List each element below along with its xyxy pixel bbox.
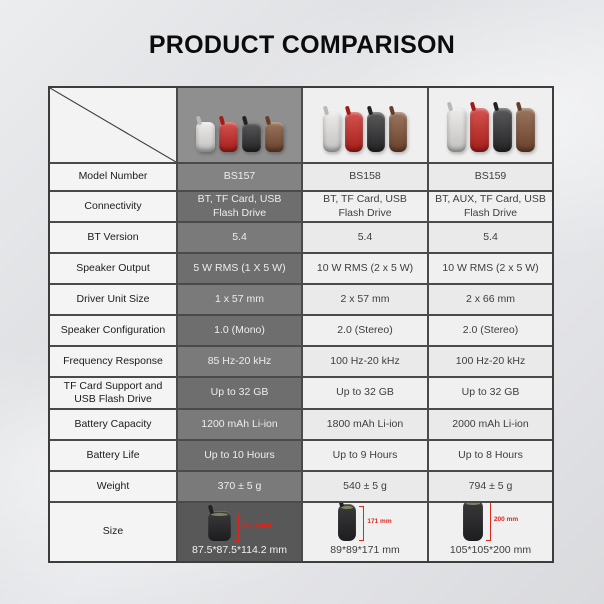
tf-card-support-bs159: Up to 32 GB bbox=[429, 378, 552, 408]
speaker-output-bs157: 5 W RMS (1 X 5 W) bbox=[178, 254, 301, 283]
speaker-icon bbox=[515, 101, 535, 152]
driver-unit-size-bs157: 1 x 57 mm bbox=[178, 285, 301, 314]
battery-life-bs159: Up to 8 Hours bbox=[429, 441, 552, 470]
speaker-icon bbox=[241, 115, 261, 152]
weight-bs157: 370 ± 5 g bbox=[178, 472, 301, 501]
height-annotation-bs159: 200 mm bbox=[493, 515, 519, 523]
row-label-battery-life: Battery Life bbox=[50, 441, 176, 470]
speaker-icon bbox=[322, 105, 341, 152]
speaker-group-bs158 bbox=[309, 89, 421, 161]
bt-version-bs159: 5.4 bbox=[429, 223, 552, 252]
speaker-strap-icon bbox=[492, 101, 499, 112]
speaker-configuration-bs158: 2.0 (Stereo) bbox=[303, 316, 427, 345]
speaker-icon bbox=[446, 101, 466, 152]
speaker-icon bbox=[344, 105, 363, 152]
size-bs158: 171 mm 89*89*171 mm bbox=[303, 503, 427, 561]
speaker-icon bbox=[469, 101, 489, 152]
height-bracket-icon bbox=[233, 512, 239, 541]
product-image-bs158 bbox=[303, 88, 427, 162]
speaker-strap-icon bbox=[207, 504, 215, 515]
speaker-icon bbox=[218, 115, 238, 152]
tf-card-support-bs157: Up to 32 GB bbox=[178, 378, 301, 408]
battery-capacity-bs158: 1800 mAh Li-ion bbox=[303, 410, 427, 439]
page-title: PRODUCT COMPARISON bbox=[148, 31, 456, 59]
speaker-strap-icon bbox=[366, 105, 374, 116]
model-number-bs158: BS158 bbox=[303, 164, 427, 190]
speaker-group-bs157 bbox=[184, 89, 295, 161]
driver-unit-size-bs159: 2 x 66 mm bbox=[429, 285, 552, 314]
product-image-bs157 bbox=[178, 88, 301, 162]
speaker-strap-icon bbox=[195, 115, 202, 126]
speaker-icon bbox=[366, 105, 385, 152]
row-label-connectivity: Connectivity bbox=[50, 192, 176, 221]
driver-unit-size-bs158: 2 x 57 mm bbox=[303, 285, 427, 314]
battery-capacity-bs159: 2000 mAh Li-ion bbox=[429, 410, 552, 439]
height-bracket-icon bbox=[485, 503, 491, 541]
frequency-response-bs159: 100 Hz-20 kHz bbox=[429, 347, 552, 376]
model-number-bs157: BS157 bbox=[178, 164, 301, 190]
comparison-table: Model Number BS157 BS158 BS159 Connectiv… bbox=[48, 86, 554, 563]
speaker-strap-icon bbox=[241, 115, 248, 126]
diagonal-line bbox=[50, 88, 176, 162]
size-bs159: 200 mm 105*105*200 mm bbox=[429, 503, 552, 561]
height-annotation-bs158: 171 mm bbox=[367, 517, 392, 525]
product-image-bs159 bbox=[429, 88, 552, 162]
row-label-weight: Weight bbox=[50, 472, 176, 501]
row-label-speaker-output: Speaker Output bbox=[50, 254, 176, 283]
tf-card-support-bs158: Up to 32 GB bbox=[303, 378, 427, 408]
battery-life-bs158: Up to 9 Hours bbox=[303, 441, 427, 470]
connectivity-bs158: BT, TF Card, USB Flash Drive bbox=[303, 192, 427, 221]
row-label-speaker-configuration: Speaker Configuration bbox=[50, 316, 176, 345]
speaker-strap-icon bbox=[446, 101, 453, 112]
size-dimensions-bs159: 105*105*200 mm bbox=[449, 543, 532, 556]
speaker-strap-icon bbox=[264, 115, 271, 126]
connectivity-bs157: BT, TF Card, USB Flash Drive bbox=[178, 192, 301, 221]
size-dimensions-bs157: 87.5*87.5*114.2 mm bbox=[192, 543, 287, 556]
bt-version-bs158: 5.4 bbox=[303, 223, 427, 252]
speaker-icon bbox=[388, 105, 407, 152]
size-speaker-icon-bs157 bbox=[207, 504, 231, 541]
size-bs157: 114.2 mm 87.5*87.5*114.2 mm bbox=[178, 503, 301, 561]
row-label-frequency-response: Frequency Response bbox=[50, 347, 176, 376]
speaker-strap-icon bbox=[338, 503, 345, 508]
speaker-output-bs158: 10 W RMS (2 x 5 W) bbox=[303, 254, 427, 283]
frequency-response-bs157: 85 Hz-20 kHz bbox=[178, 347, 301, 376]
height-annotation-bs157: 114.2 mm bbox=[241, 521, 272, 529]
speaker-strap-icon bbox=[322, 105, 330, 116]
row-label-model-number: Model Number bbox=[50, 164, 176, 190]
speaker-icon bbox=[264, 115, 284, 152]
speaker-configuration-bs157: 1.0 (Mono) bbox=[178, 316, 301, 345]
speaker-strap-icon bbox=[388, 105, 396, 116]
speaker-strap-icon bbox=[218, 115, 225, 126]
frequency-response-bs158: 100 Hz-20 kHz bbox=[303, 347, 427, 376]
speaker-strap-icon bbox=[344, 105, 352, 116]
weight-bs159: 794 ± 5 g bbox=[429, 472, 552, 501]
speaker-icon bbox=[492, 101, 512, 152]
row-label-driver-unit-size: Driver Unit Size bbox=[50, 285, 176, 314]
connectivity-bs159: BT, AUX, TF Card, USB Flash Drive bbox=[429, 192, 552, 221]
speaker-configuration-bs159: 2.0 (Stereo) bbox=[429, 316, 552, 345]
speaker-strap-icon bbox=[469, 101, 476, 112]
row-label-size: Size bbox=[50, 503, 176, 561]
battery-capacity-bs157: 1200 mAh Li-ion bbox=[178, 410, 301, 439]
weight-bs158: 540 ± 5 g bbox=[303, 472, 427, 501]
row-label-tf-card-support: TF Card Support and USB Flash Drive bbox=[50, 378, 176, 408]
speaker-icon bbox=[195, 115, 215, 152]
size-speaker-icon-bs159 bbox=[462, 503, 483, 541]
battery-life-bs157: Up to 10 Hours bbox=[178, 441, 301, 470]
model-number-bs159: BS159 bbox=[429, 164, 552, 190]
row-label-bt-version: BT Version bbox=[50, 223, 176, 252]
corner-cell bbox=[50, 88, 176, 162]
size-dimensions-bs158: 89*89*171 mm bbox=[330, 543, 400, 556]
row-label-battery-capacity: Battery Capacity bbox=[50, 410, 176, 439]
speaker-group-bs159 bbox=[435, 89, 546, 161]
size-speaker-icon-bs158 bbox=[338, 503, 357, 541]
bt-version-bs157: 5.4 bbox=[178, 223, 301, 252]
speaker-output-bs159: 10 W RMS (2 x 5 W) bbox=[429, 254, 552, 283]
height-bracket-icon bbox=[359, 505, 365, 541]
speaker-strap-icon bbox=[515, 101, 522, 112]
